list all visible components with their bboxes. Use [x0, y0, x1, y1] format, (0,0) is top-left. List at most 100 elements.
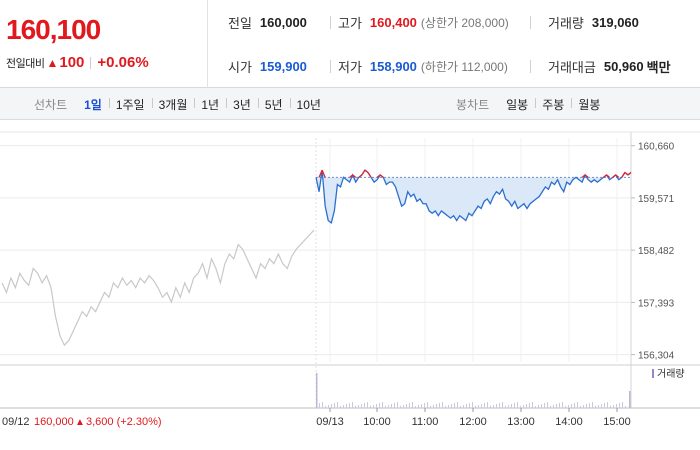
- above-reference-segment: [603, 174, 607, 178]
- volume-bar: [517, 402, 518, 408]
- volume-bar: [559, 403, 560, 408]
- volume-bar: [574, 403, 575, 408]
- upper-limit: (상한가 208,000): [420, 15, 509, 30]
- above-reference-segment: [581, 174, 586, 178]
- line-chart-label: 선차트: [34, 97, 68, 112]
- chart-period-bar: 선차트 1일 1주일 3개월 1년 3년 5년 10년 봉차트 일봉 주봉 월봉: [0, 88, 700, 120]
- volume-bar: [502, 402, 503, 408]
- volume-bar: [478, 405, 479, 408]
- volume-bar: [400, 406, 401, 408]
- period-5y-tab[interactable]: 5년: [257, 96, 290, 113]
- volume-bar: [595, 406, 596, 408]
- volume-bar: [460, 406, 461, 408]
- period-3y-tab[interactable]: 3년: [226, 96, 258, 113]
- y-tick-label: 158,482: [638, 246, 675, 257]
- volume-bar: [553, 405, 554, 408]
- volume-bar: [613, 405, 614, 408]
- volume-bar: [541, 404, 542, 408]
- volume-bar: [331, 404, 332, 408]
- candle-weekly-tab[interactable]: 주봉: [535, 96, 571, 113]
- volume-bar: [346, 404, 347, 408]
- volume-bar: [535, 406, 536, 408]
- high-label: 고가: [338, 15, 362, 31]
- low-label: 저가: [338, 59, 362, 75]
- volume-bar: [532, 402, 533, 408]
- volume-bar: [625, 406, 626, 408]
- volume-bar: [511, 404, 512, 408]
- y-tick-label: 159,571: [638, 194, 675, 205]
- volume-bar: [568, 405, 569, 408]
- x-tick-label: 09/13: [316, 416, 344, 428]
- volume-bar: [349, 403, 350, 408]
- above-reference-segment: [624, 172, 629, 176]
- volume-bar: [373, 405, 374, 408]
- volume-bar: [445, 406, 446, 408]
- volume-bar: [490, 406, 491, 408]
- price-chart-svg: 160,660 159,571 158,482 157,393 156,304 09/13…: [0, 131, 700, 428]
- period-1y-tab[interactable]: 1년: [194, 96, 226, 113]
- above-reference-segment: [349, 174, 354, 178]
- volume-bar: [556, 404, 557, 408]
- change-label: 전일대비: [6, 57, 45, 70]
- divider: [90, 56, 92, 69]
- period-10y-tab[interactable]: 10년: [289, 96, 328, 113]
- volume-bar: [496, 404, 497, 408]
- above-reference-segment: [379, 174, 384, 178]
- volume-bar: [469, 403, 470, 408]
- volume-bar: [484, 403, 485, 408]
- above-reference-segment: [627, 172, 632, 176]
- above-reference-segment: [352, 174, 357, 178]
- volume-bar: [436, 404, 437, 408]
- above-reference-segment: [361, 169, 366, 176]
- high-stat: 고가 160,400 (상한가 208,000): [338, 0, 509, 44]
- prev-close-stat: 전일 160,000: [228, 0, 307, 44]
- prev-day-change: 3,600 (+2.30%): [86, 416, 162, 428]
- volume-bar: [403, 405, 404, 408]
- period-1w-tab[interactable]: 1주일: [108, 96, 152, 113]
- volume-bar: [385, 406, 386, 408]
- volume-bar: [367, 402, 368, 408]
- high-value: 160,400: [369, 14, 417, 30]
- prev-day-date: 09/12: [2, 416, 30, 428]
- volume-bar: [619, 403, 620, 408]
- amount-stat: 거래대금 50,960 백만: [548, 44, 671, 88]
- period-1d-tab[interactable]: 1일: [84, 97, 102, 112]
- divider: [330, 16, 331, 29]
- volume-bar: [439, 403, 440, 408]
- volume-bar: [379, 403, 380, 408]
- volume-bar: [406, 404, 407, 408]
- candle-monthly-tab[interactable]: 월봉: [571, 96, 607, 113]
- price-chart: 160,660 159,571 158,482 157,393 156,304 09/13…: [0, 120, 700, 450]
- volume-bar: [487, 402, 488, 408]
- above-reference-segment: [358, 174, 363, 178]
- volume-bar: [454, 403, 455, 408]
- above-reference-segment: [367, 172, 372, 178]
- period-3m-tab[interactable]: 3개월: [151, 96, 195, 113]
- volume-bar: [337, 402, 338, 408]
- x-tick-label: 14:00: [555, 416, 583, 428]
- volume-bar: [334, 403, 335, 408]
- line-chart-periods: 선차트 1일 1주일 3개월 1년 3년 5년 10년: [34, 88, 328, 120]
- open-stat: 시가 159,900: [228, 44, 307, 88]
- volume-bar: [394, 403, 395, 408]
- volume-bar: [607, 402, 608, 408]
- volume-bar: [355, 406, 356, 408]
- amount-value: 50,960: [603, 58, 644, 74]
- y-tick-label: 156,304: [638, 351, 675, 362]
- x-tick-label: 15:00: [603, 416, 631, 428]
- volume-bar: [571, 404, 572, 408]
- change-value-group: ▲100: [46, 54, 84, 71]
- volume-bar: [370, 406, 371, 408]
- volume-bar: [319, 403, 320, 408]
- above-reference-segment: [606, 174, 610, 178]
- volume-stat: 거래량 319,060: [548, 0, 639, 44]
- candle-daily-tab[interactable]: 일봉: [506, 97, 529, 112]
- price-change: 전일대비 ▲100 +0.06%: [6, 54, 149, 71]
- volume-bar: [442, 402, 443, 408]
- candle-chart-periods: 봉차트 일봉 주봉 월봉: [456, 88, 607, 120]
- x-tick-label: 11:00: [412, 416, 439, 428]
- prev-day-price-line: [1, 229, 315, 347]
- volume-bar: [412, 402, 413, 408]
- volume-bar: [418, 405, 419, 408]
- volume-legend-swatch: [652, 369, 654, 378]
